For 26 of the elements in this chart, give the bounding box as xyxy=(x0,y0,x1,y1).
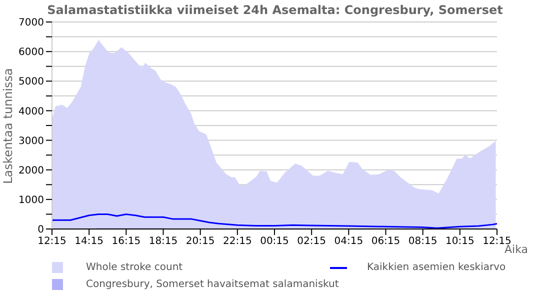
y-tick-label: 0 xyxy=(38,224,44,236)
y-tick-label: 4000 xyxy=(18,106,44,118)
x-tick-label: 18:15 xyxy=(148,236,178,248)
legend-label: Kaikkien asemien keskiarvo xyxy=(367,262,506,273)
x-tick-label: 10:15 xyxy=(446,236,474,248)
x-tick-label: 04:15 xyxy=(334,236,364,248)
x-axis-title: Aika xyxy=(504,243,528,256)
x-tick-label: 14:15 xyxy=(74,236,104,248)
x-tick-label: 02:15 xyxy=(297,236,326,248)
x-tick-label: 16:15 xyxy=(112,236,141,248)
y-tick-label: 2000 xyxy=(18,165,44,176)
x-tick-label: 06:15 xyxy=(371,236,400,248)
chart-title: Salamastatistiikka viimeiset 24h Asemalta: Congresbury, Somerset xyxy=(46,3,504,17)
y-tick-label: 7000 xyxy=(18,18,44,29)
y-tick-label: 6000 xyxy=(18,47,44,58)
x-tick-label: 22:15 xyxy=(223,236,252,248)
legend-label: Congresbury, Somerset havaitsemat salamaniskut xyxy=(86,279,339,290)
x-tick-label: 00:15 xyxy=(260,236,289,248)
x-tick-label: 12:15 xyxy=(38,236,66,248)
y-tick-label: 1000 xyxy=(18,194,44,206)
y-tick-label: 3000 xyxy=(18,136,44,147)
legend-label: Whole stroke count xyxy=(86,262,183,273)
x-tick-label: 08:15 xyxy=(408,236,438,248)
x-tick-label: 20:15 xyxy=(186,236,215,248)
y-axis-title: Laskentaa tunnissa xyxy=(1,68,15,184)
y-tick-label: 5000 xyxy=(18,76,44,88)
